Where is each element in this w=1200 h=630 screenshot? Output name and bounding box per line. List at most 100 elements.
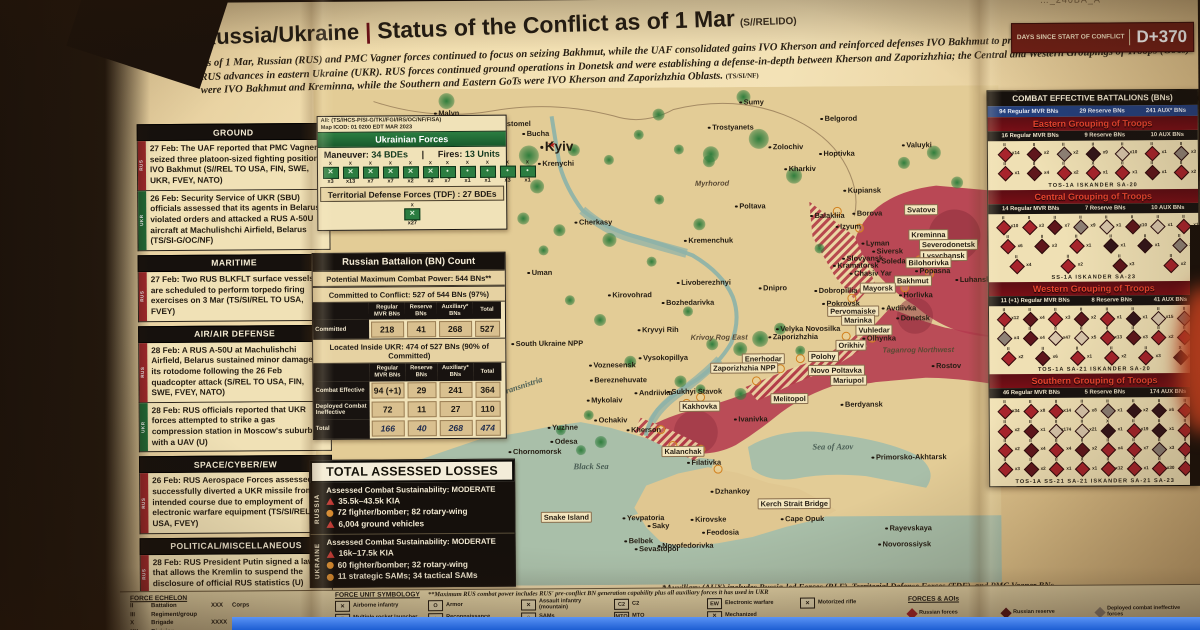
rus-unit-symbol: II x8 [1070,399,1097,420]
city-label: Olhynka [862,333,896,342]
rus-unit-symbol: II x3 [1043,307,1070,328]
rus-unit-symbol: II x4 [992,327,1019,347]
unit-diamond-icon [1126,441,1142,458]
circle-icon [326,562,334,570]
force-concentration-blob [438,93,455,110]
unit-diamond-icon [1034,238,1051,255]
unit-diamond-icon [1023,403,1039,420]
unit-multiplier: x14 [1063,407,1072,413]
unit-row: IIx3IIx2IIx1Xx1IIx12Xx1IIx30Xx4 [992,456,1200,478]
city-label: Rayevskaya [885,523,932,532]
unit-multiplier: x5 [1091,334,1097,340]
unit-diamond-icon [1173,145,1190,162]
city-label: Bakhmut [893,275,932,287]
rus-unit-symbol: II x3 [1030,234,1057,255]
unit-row: IIx2IIx1IIx174IIx21Xx1IIx19IIx1IIx9 [992,417,1200,440]
diamond-wrap: x2 [1023,462,1046,478]
unit-multiplier: x1 [1066,465,1072,471]
event-item: RUS27 Feb: Two RUS BLKFLT surface vessel… [137,270,332,322]
diamond-wrap: x4 [1048,442,1071,459]
rus-unit-symbol: II x13 [1095,326,1122,347]
city-label: Kryvyi Rih [638,325,679,334]
unit-diamond-icon [997,404,1013,420]
unit-diamond-icon [1150,218,1167,235]
diamond-wrap: x19 [1125,422,1148,439]
city-label: Bozhedarivka [662,298,714,307]
unit-multiplier: x1 [1014,169,1020,175]
unit-diamond-icon [995,219,1012,236]
count-entry: 10 AUX BNs [1150,131,1184,139]
unit-diamond-icon [1022,331,1039,347]
section-header: GROUND [136,122,330,142]
unit-icon: • [439,165,456,178]
circle-icon [326,509,334,517]
event-item: RUS28 Feb: A RUS A-50U at Machulishchi A… [138,341,332,404]
symbology-item: O Armor [427,600,514,612]
city-label: Zolochiv [768,142,803,151]
column-header: Regular MVR BNs [369,363,406,382]
city-label: Valuyki [902,140,932,149]
unit-diamond-icon [1152,441,1168,458]
rus-unit-symbol: II x8 [1018,399,1045,420]
count-entry: 7 Reserve BNs [1084,205,1126,212]
symbology-label: Armor [445,601,463,609]
event-text: 28 Feb: RUS officials reported that UKR … [151,404,318,447]
event-text: 28 Feb: RUS President Putin signed a law… [152,556,315,589]
grouping-of-troops: Western Grouping of Troops 11 (+1) Regula… [988,280,1200,375]
unit-diamond-icon [1048,311,1064,328]
city-label: Berdyansk [840,400,883,409]
diamond-wrap: x6 [1151,402,1174,419]
diamond-wrap: x3 [1125,330,1148,346]
summary-classification: (TS/SI/NF) [725,71,759,81]
city-label: Chornomorsk [508,447,562,456]
unit-diamond-icon [997,442,1014,459]
unit-multiplier: x3 [1014,465,1020,471]
diamond-wrap: x13 [1099,330,1122,347]
event-text: 26 Feb: RUS Aerospace Forces assessed it… [152,475,325,529]
city-label: Snake Island [540,511,593,523]
rus-unit-symbol: II x12 [1096,457,1123,478]
grouping-of-troops: Southern Grouping of Troops 46 Regular MV… [989,373,1200,486]
rus-unit-symbol: II x10 [1110,141,1137,162]
unit-multiplier: x2 [1040,465,1046,471]
maneuver-fires-line: Maneuver: 34 BDEs | Fires: 13 Units [323,148,500,160]
city-label: Svatove [904,204,939,216]
event-item: UKR26 Feb: Security Service of UKR (SBU)… [137,189,331,252]
unit-multiplier: x1 [1142,314,1148,320]
unit-diamond-icon [1173,164,1190,181]
grouping-title: Western Grouping of Troops [988,280,1199,297]
diamond-wrap: x9 [1085,146,1108,162]
unit-diamond-icon [1152,461,1168,477]
tdf-title: Territorial Defense Forces (TDF) : 27 BD… [320,185,505,203]
unit-diamond-icon [1151,422,1168,438]
rus-unit-symbol: II x3 [1134,345,1161,366]
unit-multiplier: x2 [1014,427,1020,433]
unit-diamond-icon [997,462,1014,478]
unit-multiplier: x2 [1018,354,1024,360]
unit-diamond-icon [1124,218,1141,235]
city-label: Ivanivka [734,414,767,423]
city-label: Dzhankoy [710,486,750,495]
city-label: Vysokopillya [639,353,688,362]
diamond-wrap: x1 [1100,422,1123,439]
symbology-item: ✕ Airborne infantry [334,600,421,613]
unit-multiplier: x1 [1154,241,1161,247]
city-label: Severodonetsk [918,238,979,251]
grouping-title: Eastern Grouping of Troops [987,115,1198,132]
diamond-wrap: x12 [1100,461,1123,478]
ukr-unit-symbol: X ✕ x2 [422,160,439,184]
symbology-label: Electronic warfare [724,599,774,607]
city-label: Dnipro [759,283,787,292]
unit-multiplier: x1 [1116,314,1122,320]
unit-multiplier: x4 [1043,169,1050,175]
unit-diamond-icon [1023,423,1039,439]
unit-multiplier: x30 [1166,464,1175,470]
count-entry: 11 (+1) Regular MVR BNs [1000,297,1070,305]
combat-effective-battalions-panel: COMBAT EFFECTIVE BATTALIONS (BNs) 94 Reg… [986,88,1200,488]
